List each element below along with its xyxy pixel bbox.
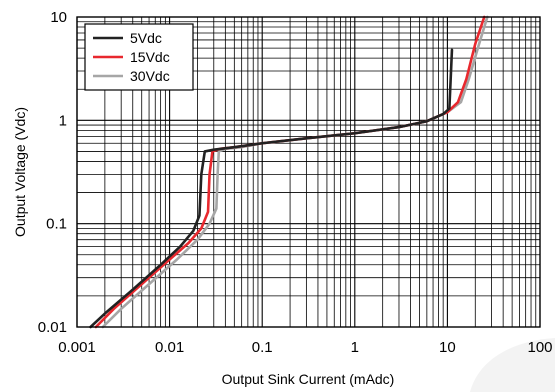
y-tick-label: 1 (59, 112, 67, 129)
legend-label: 5Vdc (130, 30, 162, 46)
x-tick-label: 0.001 (58, 339, 96, 356)
y-tick-labels: 0.01 0.1 1 10 (38, 9, 67, 336)
x-tick-labels: 0.001 0.01 0.1 1 10 100 (58, 339, 552, 356)
x-tick-label: 100 (527, 339, 552, 356)
series-layer (89, 15, 489, 329)
legend-label: 15Vdc (130, 49, 170, 65)
legend: 5Vdc 15Vdc 30Vdc (84, 23, 194, 91)
x-tick-label: 0.1 (252, 339, 273, 356)
series-line-5vdc (89, 48, 454, 329)
x-tick-label: 1 (351, 339, 359, 356)
x-tick-label: 10 (439, 339, 456, 356)
legend-label: 30Vdc (130, 68, 170, 84)
watermark-shape (470, 338, 555, 392)
y-tick-label: 0.01 (38, 319, 67, 336)
plot-frame (76, 16, 541, 328)
y-tick-label: 10 (50, 9, 67, 26)
y-tick-label: 0.1 (46, 216, 67, 233)
x-axis-title: Output Sink Current (mAdc) (222, 371, 395, 387)
y-axis-title: Output Voltage (Vdc) (12, 107, 28, 237)
x-tick-label: 0.01 (155, 339, 184, 356)
